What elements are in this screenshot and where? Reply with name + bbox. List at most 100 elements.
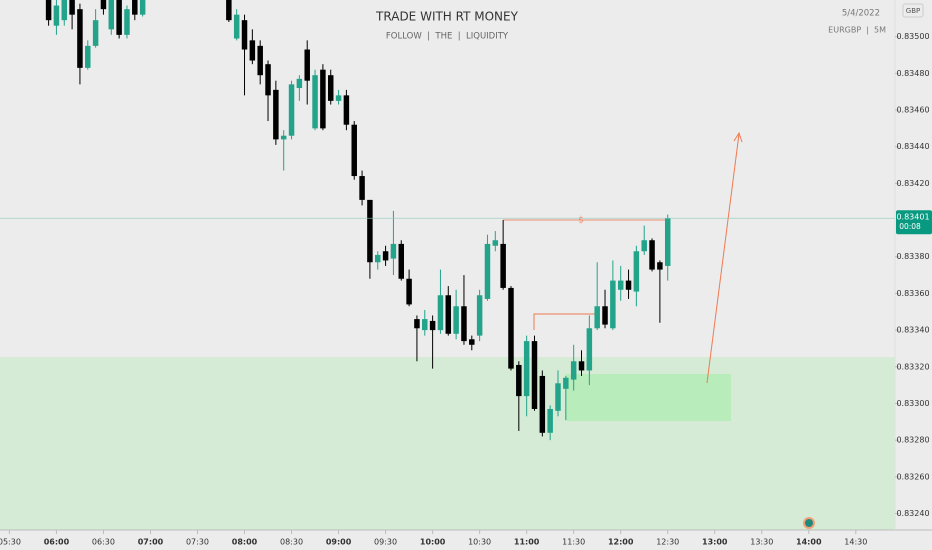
currency-box [902,3,924,18]
candle-body [390,243,397,259]
y-tick-label: 0.83260 [896,472,929,481]
candle-body [124,9,130,35]
x-tick-label: 13:00 [702,538,728,547]
candle-body [617,280,624,290]
liquidity-marker: $ [578,216,584,226]
candle-body [241,20,248,50]
candle-body [85,45,91,68]
candle-body [539,375,546,433]
x-tick-label: 09:30 [374,538,397,547]
y-tick-label: 0.83300 [896,399,929,408]
candle-body [108,0,115,30]
candle-body [594,306,600,329]
y-tick-label: 0.83500 [896,32,929,41]
x-tick-label: 10:00 [420,538,446,547]
x-tick-label: 13:30 [750,538,773,547]
candle-body [641,240,647,252]
x-tick-label: 08:30 [280,538,303,547]
candle-body [523,341,530,397]
candle-body [555,383,561,411]
candle-body [398,243,405,279]
structure-line [533,313,597,330]
candle-body [288,84,295,136]
x-tick-label: 12:00 [608,538,634,547]
candle-body [351,124,357,177]
candle-body [461,306,467,342]
candle-body [547,408,553,433]
candle-body [453,306,459,334]
candle-body [437,295,444,331]
zones: $ [0,131,895,530]
candle-body [226,0,232,21]
chart-subtitle: FOLLOW | THE | LIQUIDITY [386,32,509,42]
candle-body [531,341,538,409]
y-tick-label: 0.83340 [896,326,929,335]
y-tick-label: 0.83460 [896,106,929,115]
countdown: 00:08 [899,222,921,231]
candle-body [296,78,303,89]
candles [45,0,671,441]
x-tick-label: 11:30 [562,538,585,547]
candle-body [649,240,655,270]
candle-body [53,5,60,26]
candle-body [508,287,514,369]
currency: GBP [906,7,920,15]
candle-body [132,0,138,15]
x-tick-label: 11:00 [514,538,540,547]
candle-body [280,135,287,140]
entry-zone [565,374,731,421]
candle-body [100,0,107,10]
x-tick-label: 07:30 [186,538,209,547]
x-tick-label: 06:00 [44,538,70,547]
candle-body [563,377,569,389]
candle-body [265,64,271,96]
candle-body [312,75,318,129]
x-tick-label: 12:30 [656,538,679,547]
candle-body [602,306,608,325]
y-tick-label: 0.83360 [896,289,929,298]
x-tick-label: 09:00 [326,538,352,547]
candle-body [429,320,436,331]
candle-body [335,95,342,101]
x-tick-label: 08:00 [232,538,258,547]
candle-body [116,0,122,35]
candle-body [664,218,671,266]
x-tick-label: 06:30 [92,538,115,547]
arrow-head [733,131,743,143]
candle-body [516,364,522,397]
price-label: 0.83401 [896,213,929,222]
y-tick-label: 0.83240 [896,509,929,518]
x-tick-label: 14:30 [844,538,867,547]
candle-body [327,75,334,101]
candle-body [320,69,326,129]
candle-body [578,361,585,371]
candle-body [367,199,373,263]
candle-body [343,95,350,125]
y-tick-label: 0.83280 [896,436,929,445]
x-tick-label: 05:30 [0,538,21,547]
candle-body [422,319,428,331]
candle-body [304,49,310,81]
candle-body [586,328,593,371]
candle-body [570,361,577,380]
y-tick-label: 0.83440 [896,142,929,151]
x-tick-label: 07:00 [138,538,164,547]
candle-body [69,0,75,15]
candle-body [633,251,640,292]
y-tick-label: 0.83420 [896,179,929,188]
candle-body [249,40,256,61]
candle-body [77,9,83,68]
candle-body [625,280,632,290]
x-tick-label: 10:30 [468,538,491,547]
x-tick-label: 14:00 [796,538,822,547]
y-tick-label: 0.83380 [896,252,929,261]
symbol: EURGBP | 5M [828,26,886,35]
candle-body [139,0,146,15]
candle-body [375,254,381,263]
date: 5/4/2022 [842,9,880,19]
candle-body [61,0,68,21]
candle-body [469,339,475,345]
candle-body [359,176,365,200]
candle-body [233,14,240,39]
